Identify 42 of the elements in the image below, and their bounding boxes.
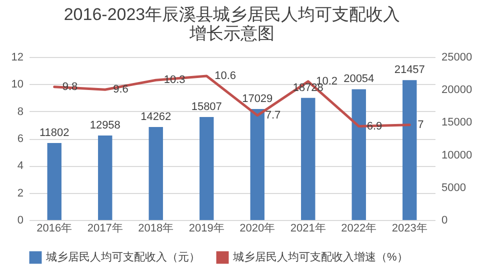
data-label: 17029 (242, 92, 273, 105)
x-tick-label: 2020年 (240, 222, 276, 234)
data-label: 21457 (394, 64, 425, 76)
y2-tick-label: 10000 (442, 149, 472, 162)
y-tick-label: 6 (17, 133, 24, 145)
y-tick-label: 4 (17, 160, 24, 172)
y-tick-label: 0 (17, 214, 24, 226)
bar (402, 80, 417, 220)
legend-label: 城乡居民人均可支配收入增速（%） (232, 250, 408, 264)
y-tick-label: 2 (17, 187, 24, 200)
y2-tick-label: 20000 (442, 84, 472, 96)
x-tick-label: 2022年 (341, 222, 377, 234)
x-tick-label: 2021年 (290, 222, 326, 234)
y-tick-label: 12 (11, 52, 24, 64)
data-label: 15807 (191, 100, 222, 113)
x-tick-label: 2023年 (392, 222, 428, 234)
bar (148, 127, 163, 220)
x-tick-label: 2019年 (188, 222, 224, 234)
y-tick-label: 10 (11, 78, 24, 91)
data-label: 7.7 (265, 109, 281, 122)
bar (250, 108, 264, 220)
x-tick-label: 2017年 (87, 222, 123, 234)
bar (98, 136, 112, 220)
y2-tick-label: 15000 (442, 116, 472, 129)
y2-tick-label: 0 (442, 214, 448, 226)
x-tick-label: 2016年 (36, 222, 72, 234)
data-label: 14262 (140, 111, 172, 124)
data-label: 12958 (90, 120, 120, 132)
data-label: 10.6 (214, 70, 236, 82)
data-label: 11802 (39, 127, 70, 140)
data-label: 7 (418, 118, 424, 131)
chart-title: 2016-2023年辰溪县城乡居民人均可支配收入增长示意图 (64, 5, 400, 43)
y2-tick-label: 25000 (442, 52, 472, 64)
bar (47, 143, 62, 220)
x-tick-label: 2018年 (138, 222, 174, 234)
y2-tick-label: 5000 (442, 182, 466, 194)
bar (200, 116, 214, 220)
legend-label: 城乡居民人均可支配收入（元） (45, 250, 200, 264)
data-label: 20054 (344, 73, 374, 86)
bar (301, 98, 316, 220)
y-tick-label: 8 (17, 106, 24, 118)
bar (352, 89, 366, 220)
